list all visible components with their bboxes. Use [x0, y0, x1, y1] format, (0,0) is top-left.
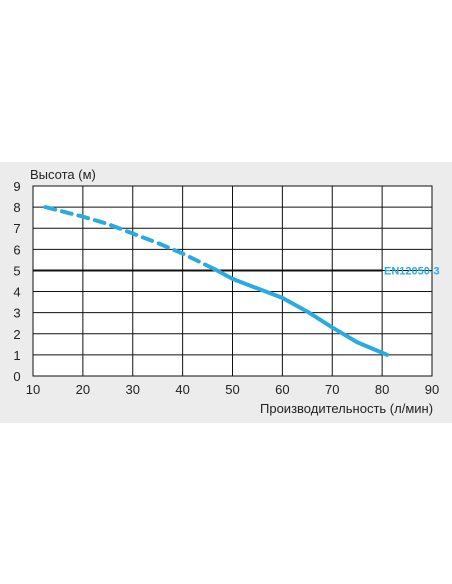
x-tick-label: 70 [325, 382, 339, 397]
grid-lines [32, 185, 433, 377]
x-tick-label: 40 [175, 382, 189, 397]
y-tick-label: 5 [13, 263, 20, 278]
y-tick-label: 4 [13, 285, 20, 300]
x-tick-label: 90 [425, 382, 439, 397]
x-tick-label: 80 [375, 382, 389, 397]
reference-line-label: EN12050-3 [384, 265, 440, 277]
x-tick-label: 50 [225, 382, 239, 397]
series-line-solid [213, 267, 390, 357]
y-tick-label: 0 [13, 369, 20, 384]
x-tick-label: 30 [126, 382, 140, 397]
x-axis-title: Производительность (л/мин) [260, 401, 433, 416]
y-tick-labels: 0 1 2 3 4 5 6 7 8 9 [13, 179, 20, 384]
x-tick-labels: 10 20 30 40 50 60 70 80 90 [26, 382, 439, 397]
x-tick-label: 20 [76, 382, 90, 397]
y-tick-label: 3 [13, 306, 20, 321]
y-tick-label: 6 [13, 242, 20, 257]
series-line-dashed [43, 205, 218, 272]
y-tick-label: 1 [13, 348, 20, 363]
x-tick-label: 60 [275, 382, 289, 397]
y-tick-label: 2 [13, 327, 20, 342]
y-tick-label: 9 [13, 179, 20, 194]
y-axis-title: Высота (м) [30, 167, 96, 182]
x-tick-label: 10 [26, 382, 40, 397]
series-lines [43, 205, 390, 357]
y-tick-label: 8 [13, 200, 20, 215]
y-tick-label: 7 [13, 221, 20, 236]
